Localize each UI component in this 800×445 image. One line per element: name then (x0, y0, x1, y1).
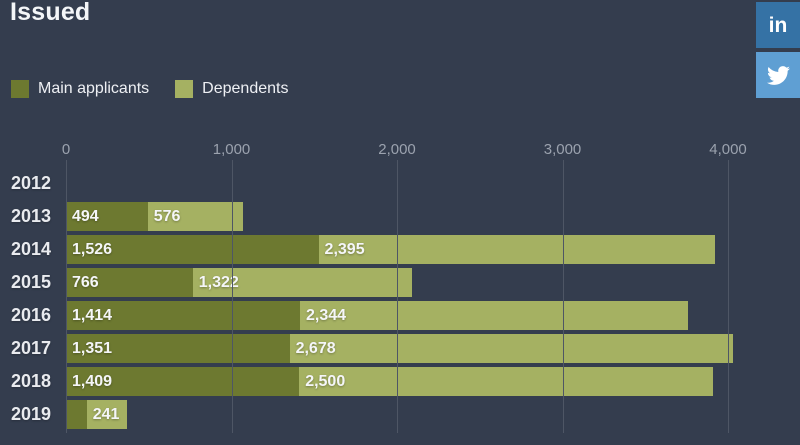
x-axis-tick-label: 2,000 (378, 141, 416, 158)
year-label: 2013 (10, 206, 51, 226)
x-axis-tick-label: 0 (61, 141, 71, 158)
gridline (728, 160, 729, 433)
value-label: 241 (92, 406, 120, 423)
year-label: 2017 (10, 338, 51, 358)
stacked-bar: 766 1,322 (66, 268, 412, 297)
bar-segment-dependents[interactable]: 1,322 (192, 268, 412, 297)
value-label: 1,409 (72, 373, 113, 390)
dependents-swatch (175, 80, 194, 98)
year-label: 2018 (10, 371, 51, 391)
bar-segment-dependents[interactable]: 576 (147, 202, 244, 231)
value-label: 576 (153, 208, 181, 225)
bar-segment-main-applicants[interactable]: 766 (66, 268, 193, 297)
bar-segment-main-applicants[interactable]: 1,409 (66, 367, 300, 396)
year-label: 2015 (10, 272, 51, 292)
legend-item-dependents[interactable]: Dependents (175, 80, 288, 98)
x-axis-tick-label: 1,000 (212, 141, 251, 158)
bar-segment-main-applicants[interactable]: 1,526 (66, 235, 319, 264)
page-title: Issued (10, 0, 91, 26)
year-label: 2016 (10, 305, 51, 325)
legend-item-main-applicants[interactable]: Main applicants (11, 80, 149, 98)
stacked-bar: 494 576 (66, 202, 244, 231)
chart-row-2018: 2018 1,409 2,500 (0, 365, 800, 398)
year-label: 2019 (10, 404, 51, 424)
stacked-bar: 1,409 2,500 (66, 367, 713, 396)
value-label: 494 (72, 208, 99, 225)
x-axis-tick-label: 3,000 (543, 141, 582, 158)
value-label: 1,526 (72, 241, 113, 258)
stacked-bar: 1,526 2,395 (66, 235, 715, 264)
chart-row-2014: 2014 1,526 2,395 (0, 233, 800, 266)
legend: Main applicants Dependents (11, 80, 288, 98)
bar-segment-main-applicants[interactable]: 1,414 (66, 301, 301, 330)
value-label: 2,678 (295, 340, 336, 357)
gridline (66, 160, 67, 433)
chart-row-2017: 2017 1,351 2,678 (0, 332, 800, 365)
chart-row-2013: 2013 494 576 (0, 200, 800, 233)
bar-segment-main-applicants[interactable]: 494 (66, 202, 148, 231)
value-label: 766 (72, 274, 99, 291)
year-label: 2012 (10, 173, 51, 193)
value-label: 2,395 (324, 241, 365, 258)
social-share-buttons: in (756, 2, 800, 98)
legend-label: Dependents (202, 80, 289, 97)
chart-row-2019: 2019 241 (0, 398, 800, 431)
value-label: 1,322 (198, 274, 239, 291)
chart-row-2016: 2016 1,414 2,344 (0, 299, 800, 332)
value-label: 2,500 (305, 373, 346, 390)
gridline (397, 160, 398, 433)
linkedin-icon: in (768, 13, 788, 37)
twitter-share-button[interactable] (756, 52, 800, 98)
bar-segment-dependents[interactable]: 2,344 (300, 301, 688, 330)
bar-segment-main-applicants[interactable]: 1,351 (66, 334, 290, 363)
stacked-bar: 241 (66, 400, 127, 429)
chart-row-2012: 2012 (0, 167, 800, 200)
stacked-bar: 1,414 2,344 (66, 301, 688, 330)
gridline (562, 160, 564, 433)
year-label: 2014 (10, 239, 51, 259)
main-applicants-swatch (11, 80, 29, 98)
stacked-bar: 1,351 2,678 (66, 334, 733, 363)
bar-segment-dependents[interactable]: 241 (86, 400, 127, 429)
bar-segment-dependents[interactable]: 2,395 (318, 235, 715, 264)
value-label: 1,351 (72, 340, 113, 357)
twitter-icon (766, 64, 790, 87)
value-label: 2,344 (306, 307, 347, 324)
bar-segment-dependents[interactable]: 2,678 (289, 334, 733, 363)
bar-segment-dependents[interactable]: 2,500 (299, 367, 713, 396)
linkedin-share-button[interactable]: in (756, 2, 800, 48)
value-label: 1,414 (72, 307, 113, 324)
legend-label: Main applicants (38, 80, 150, 97)
x-axis-tick-label: 4,000 (709, 141, 747, 158)
chart-row-2015: 2015 766 1,322 (0, 266, 800, 299)
bar-segment-main-applicants[interactable] (66, 400, 87, 429)
gridline (231, 160, 233, 433)
